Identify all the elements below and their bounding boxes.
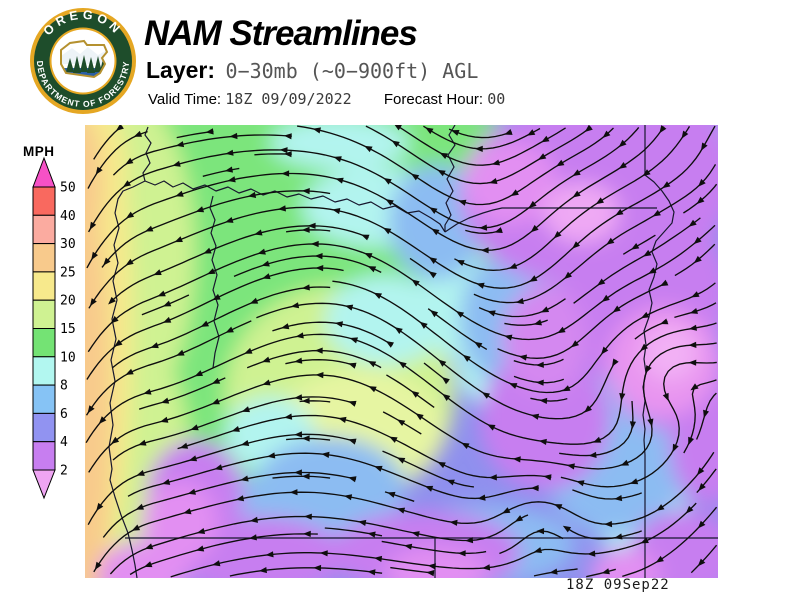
coastline bbox=[108, 126, 152, 578]
forecast-hour-label: Forecast Hour: bbox=[383, 91, 484, 108]
willamette-river bbox=[209, 195, 220, 369]
svg-text:40: 40 bbox=[60, 209, 76, 224]
svg-text:6: 6 bbox=[60, 407, 68, 422]
layer-line: Layer: 0−30mb (~0−900ft) AGL bbox=[146, 57, 478, 84]
svg-text:50: 50 bbox=[60, 181, 76, 196]
valid-time-line: Valid Time: 18Z 09/09/2022 Forecast Hour… bbox=[148, 90, 505, 108]
wind-speed-field bbox=[85, 125, 718, 578]
svg-text:25: 25 bbox=[60, 265, 76, 280]
svg-text:15: 15 bbox=[60, 322, 76, 337]
map-timestamp: 18Z 09Sep22 bbox=[566, 577, 670, 593]
valid-time-label: Valid Time: bbox=[148, 91, 222, 108]
streamline-arrows bbox=[87, 125, 709, 577]
svg-text:4: 4 bbox=[60, 435, 68, 450]
logo-state-outline bbox=[60, 39, 109, 79]
svg-text:20: 20 bbox=[60, 294, 76, 309]
svg-text:30: 30 bbox=[60, 237, 76, 252]
layer-value: 0−30mb (~0−900ft) AGL bbox=[225, 59, 479, 83]
svg-text:2: 2 bbox=[60, 464, 68, 479]
columbia-river bbox=[144, 180, 446, 233]
odf-logo: OREGON DEPARTMENT OF FORESTRY bbox=[30, 8, 136, 114]
legend-unit-label: MPH bbox=[23, 144, 55, 159]
or-wa-border bbox=[444, 207, 657, 233]
state-borders bbox=[108, 125, 718, 578]
svg-text:8: 8 bbox=[60, 379, 68, 394]
layer-label: Layer: bbox=[146, 57, 216, 83]
streamline-map-canvas bbox=[85, 125, 718, 578]
valid-time-value: 18Z 09/09/2022 bbox=[225, 90, 352, 108]
wind-speed-legend: MPH 50 40 30 25 20 15 10 8 6 4 2 bbox=[20, 138, 100, 518]
snake-river bbox=[642, 174, 675, 578]
svg-text:10: 10 bbox=[60, 350, 76, 365]
legend-scale: 50 40 30 25 20 15 10 8 6 4 2 bbox=[32, 156, 76, 500]
page-title: NAM Streamlines bbox=[144, 14, 418, 53]
forecast-hour-value: 00 bbox=[487, 90, 506, 108]
streamline-map bbox=[85, 125, 718, 578]
